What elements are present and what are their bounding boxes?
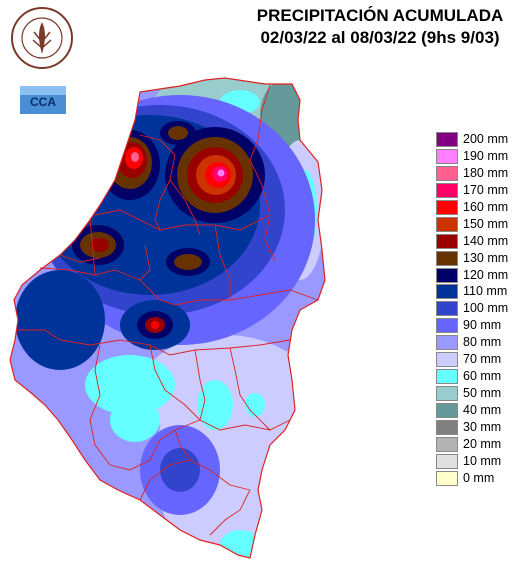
legend-label: 130 mm: [463, 250, 509, 265]
legend-swatch: [436, 369, 458, 385]
legend-swatch: [436, 233, 458, 249]
legend-swatch: [436, 335, 458, 351]
legend-label: 70 mm: [463, 352, 502, 367]
legend-item: 10 mm: [436, 453, 528, 470]
legend-swatch: [436, 182, 458, 198]
legend-item: 190 mm: [436, 148, 528, 165]
legend-item: 120 mm: [436, 267, 528, 284]
legend-label: 120 mm: [463, 267, 509, 282]
legend-label: 190 mm: [463, 148, 509, 163]
legend-item: 70 mm: [436, 351, 528, 368]
legend-swatch: [436, 352, 458, 368]
legend-swatch: [436, 132, 458, 147]
legend-item: 150 mm: [436, 216, 528, 233]
legend-item: 100 mm: [436, 300, 528, 317]
legend-item: 170 mm: [436, 182, 528, 199]
legend-item: 130 mm: [436, 250, 528, 267]
legend-item: 200 mm: [436, 131, 528, 148]
legend-label: 90 mm: [463, 318, 502, 333]
legend-swatch: [436, 419, 458, 435]
legend-swatch: [436, 148, 458, 164]
legend-label: 140 mm: [463, 233, 509, 248]
legend-item: 20 mm: [436, 436, 528, 453]
legend-item: 80 mm: [436, 334, 528, 351]
legend-label: 30 mm: [463, 419, 502, 434]
legend-swatch: [436, 199, 458, 215]
legend-label: 60 mm: [463, 369, 502, 384]
legend-label: 110 mm: [463, 284, 508, 299]
province-border: [9, 77, 326, 559]
precipitation-legend: 200 mm 190 mm 180 mm 170 mm 160 mm 150 m…: [436, 131, 528, 487]
legend-label: 50 mm: [463, 386, 502, 401]
legend-swatch: [436, 284, 458, 300]
legend-item: 180 mm: [436, 165, 528, 182]
legend-item: 60 mm: [436, 368, 528, 385]
legend-swatch: [436, 301, 458, 317]
legend-label: 170 mm: [463, 182, 509, 197]
legend-swatch: [436, 453, 458, 469]
legend-item: 160 mm: [436, 199, 528, 216]
legend-label: 160 mm: [463, 199, 509, 214]
department-borders: [18, 84, 319, 536]
title-line-2: 02/03/22 al 08/03/22 (9hs 9/03): [260, 28, 500, 47]
cca-logo: CCA: [20, 86, 66, 114]
legend-swatch: [436, 436, 458, 452]
cca-logo-text: CCA: [30, 95, 56, 109]
legend-label: 0 mm: [463, 470, 495, 485]
legend-swatch: [436, 216, 458, 232]
legend-item: 140 mm: [436, 233, 528, 250]
legend-label: 40 mm: [463, 403, 502, 417]
title-line-1: PRECIPITACIÓN ACUMULADA: [256, 6, 504, 25]
legend-item: 110 mm: [436, 283, 528, 300]
legend-swatch: [436, 470, 458, 486]
legend-label: 10 mm: [463, 453, 502, 468]
legend-swatch: [436, 386, 458, 402]
legend-item: 30 mm: [436, 419, 528, 436]
legend-label: 180 mm: [463, 165, 509, 180]
legend-label: 200 mm: [463, 132, 509, 146]
legend-item: 40 mm: [436, 402, 528, 419]
legend-swatch: [436, 318, 458, 334]
legend-swatch: [436, 267, 458, 283]
legend-swatch: [436, 250, 458, 266]
legend-label: 80 mm: [463, 335, 502, 350]
legend-label: 150 mm: [463, 216, 509, 231]
legend-item: 50 mm: [436, 385, 528, 402]
legend-item: 90 mm: [436, 317, 528, 334]
bolsa-cereales-seal-logo: [11, 7, 73, 69]
legend-label: 20 mm: [463, 436, 502, 451]
legend-swatch: [436, 403, 458, 418]
legend-item: 0 mm: [436, 470, 528, 487]
legend-swatch: [436, 165, 458, 181]
map-title: PRECIPITACIÓN ACUMULADA 02/03/22 al 08/0…: [232, 5, 528, 49]
legend-label: 100 mm: [463, 301, 509, 316]
